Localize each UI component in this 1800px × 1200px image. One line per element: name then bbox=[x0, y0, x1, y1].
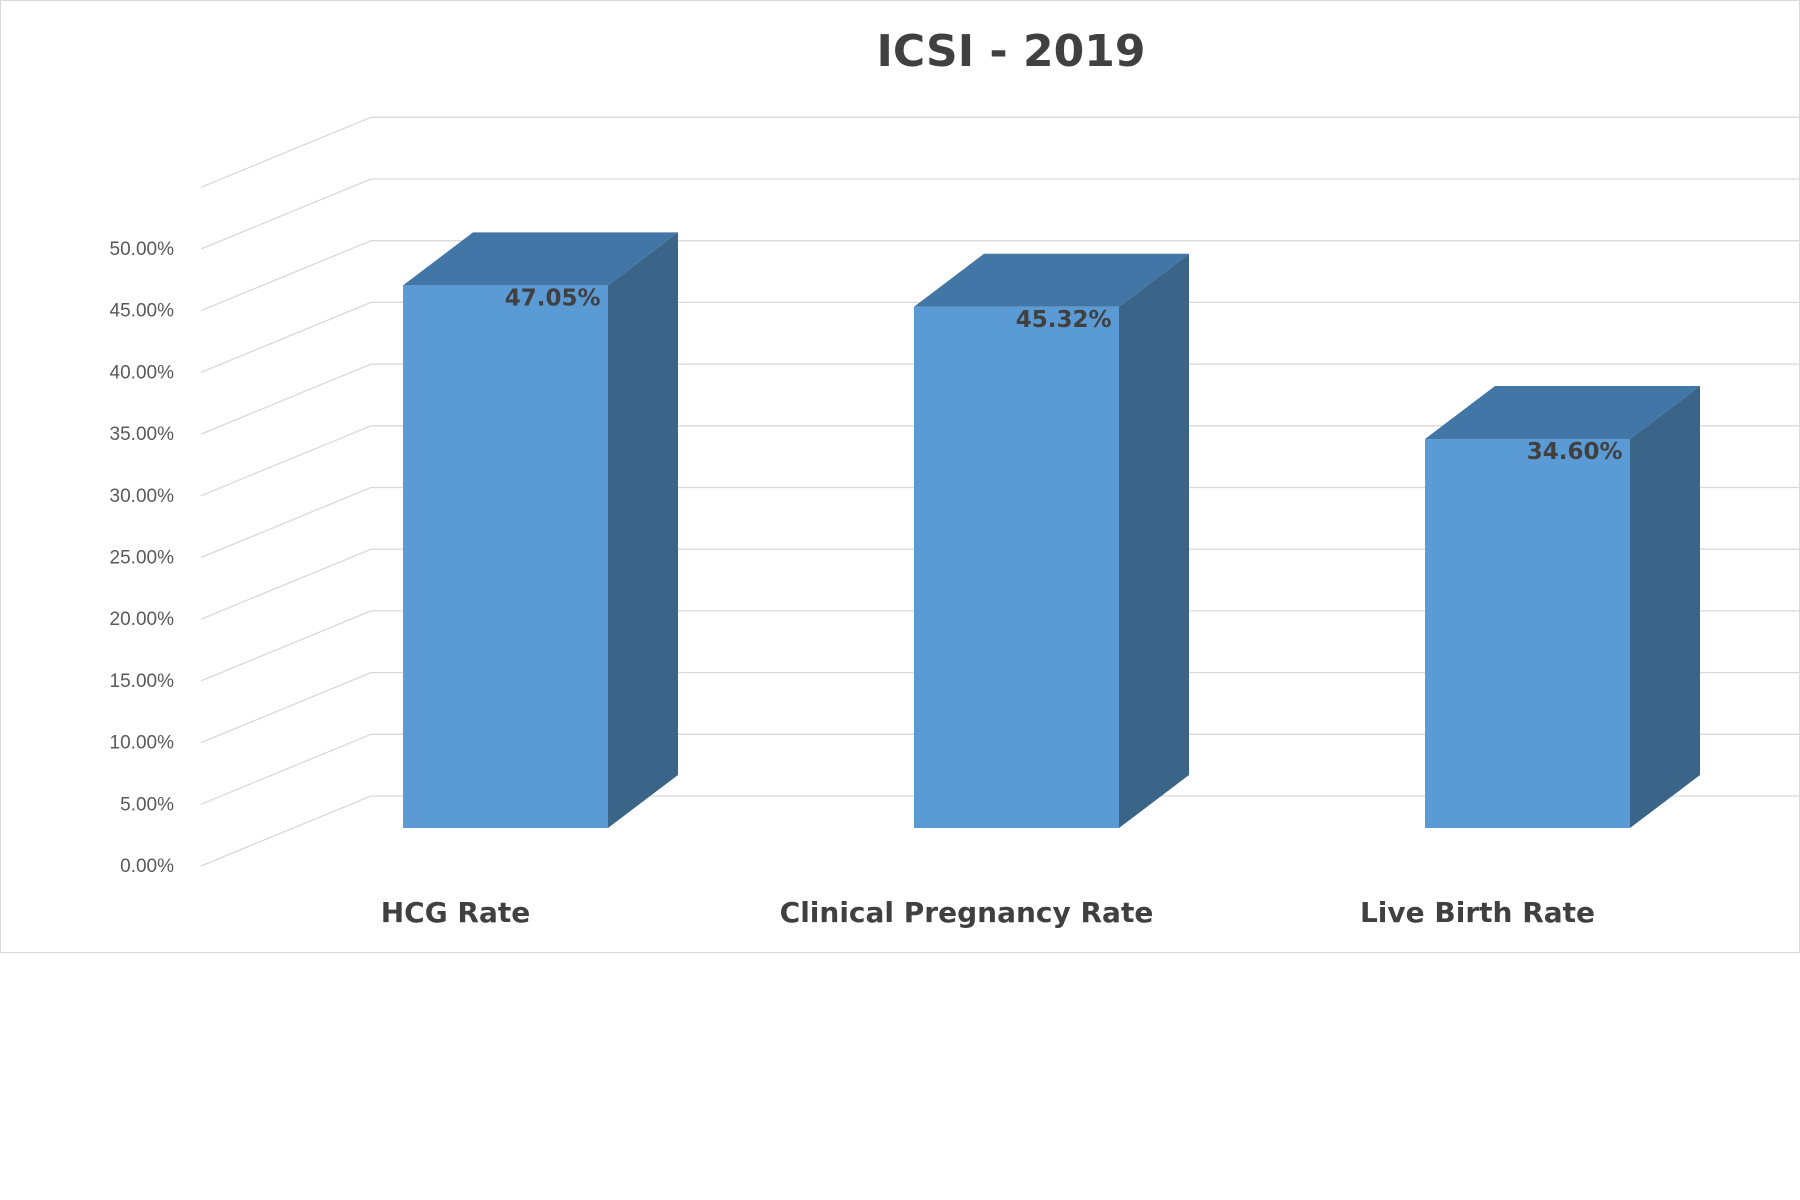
gridline-diagonal bbox=[200, 363, 372, 435]
chart-title: ICSI - 2019 bbox=[877, 26, 1146, 77]
gridline-diagonal bbox=[200, 116, 372, 188]
y-tick-label: 45.00% bbox=[110, 301, 175, 322]
y-tick-label: 0.00% bbox=[120, 856, 174, 877]
y-tick-label: 10.00% bbox=[110, 733, 175, 754]
gridline-diagonal bbox=[200, 301, 372, 374]
gridline-diagonal bbox=[200, 610, 372, 682]
gridline-diagonal bbox=[200, 733, 372, 805]
y-tick-label: 35.00% bbox=[110, 424, 175, 445]
y-tick-label: 40.00% bbox=[110, 362, 175, 383]
gridline-diagonal bbox=[200, 425, 372, 497]
y-tick-label: 20.00% bbox=[110, 609, 175, 630]
y-tick-label: 25.00% bbox=[110, 548, 175, 569]
y-tick-label: 50.00% bbox=[110, 239, 175, 260]
gridline-diagonal bbox=[200, 548, 372, 620]
bar-top-face bbox=[1425, 386, 1700, 440]
bar-side-face bbox=[608, 232, 678, 828]
chart-svg: ICSI - 2019 0.00% 5.00% 10.00% 15.00% 20.00%… bbox=[110, 26, 1800, 929]
gridline-diagonal bbox=[200, 795, 372, 867]
data-label: 47.05% bbox=[505, 285, 601, 311]
bar-side-face bbox=[1630, 386, 1700, 828]
gridline-diagonal bbox=[200, 240, 372, 312]
data-label: 45.32% bbox=[1016, 307, 1112, 333]
bar-front-face bbox=[1425, 439, 1630, 828]
data-label: 34.60% bbox=[1527, 439, 1623, 465]
bar-2: 45.32% bbox=[914, 253, 1189, 828]
bar-layer: 47.05% 45.32% 34.60% bbox=[403, 232, 1700, 828]
x-axis-labels: HCG Rate Clinical Pregnancy Rate Live Birt… bbox=[381, 896, 1595, 929]
x-tick-label: Clinical Pregnancy Rate bbox=[780, 896, 1154, 929]
bar-1: 47.05% bbox=[403, 232, 678, 828]
y-tick-label: 30.00% bbox=[110, 486, 175, 507]
x-tick-label: Live Birth Rate bbox=[1360, 896, 1595, 929]
gridline-diagonal bbox=[200, 486, 372, 559]
gridline-diagonal bbox=[200, 671, 372, 744]
y-tick-label: 5.00% bbox=[120, 794, 174, 815]
bar-top-face bbox=[403, 232, 678, 286]
chart-frame: ICSI - 2019 0.00% 5.00% 10.00% 15.00% 20.00%… bbox=[0, 0, 1800, 953]
y-axis-ticks: 0.00% 5.00% 10.00% 15.00% 20.00% 25.00% 30.00%… bbox=[110, 239, 175, 877]
bar-front-face bbox=[403, 285, 608, 828]
bar-top-face bbox=[914, 253, 1189, 307]
gridline-diagonal bbox=[200, 178, 372, 250]
bar-3: 34.60% bbox=[1425, 386, 1700, 828]
bar-side-face bbox=[1119, 253, 1189, 828]
bar-front-face bbox=[914, 306, 1119, 828]
x-tick-label: HCG Rate bbox=[381, 896, 531, 929]
y-tick-label: 15.00% bbox=[110, 671, 175, 692]
